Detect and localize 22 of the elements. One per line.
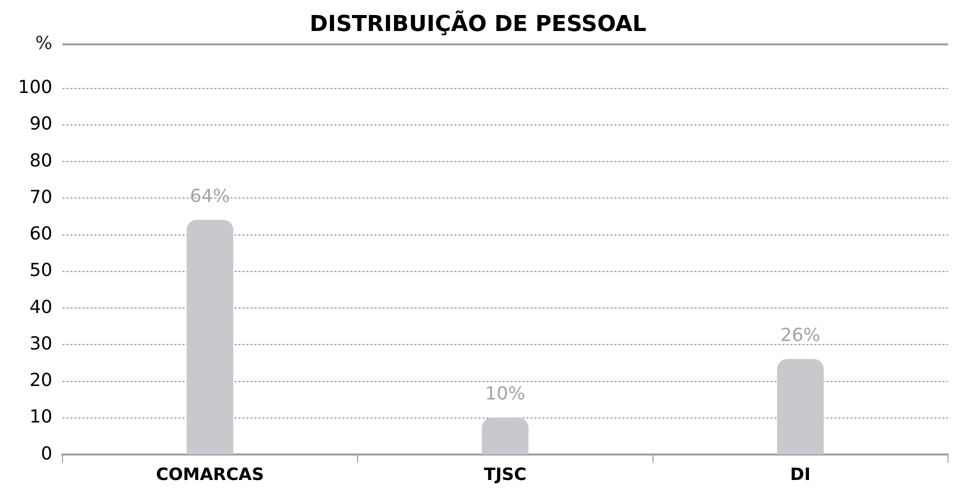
chart-title: DISTRIBUIÇÃO DE PESSOAL xyxy=(310,10,646,37)
y-tick-label: 90 xyxy=(29,114,52,135)
data-label: 10% xyxy=(485,384,526,405)
x-tick-label: TJSC xyxy=(484,465,527,486)
y-tick-label: 100 xyxy=(18,77,52,98)
y-tick-label: 70 xyxy=(29,186,52,208)
y-tick-label: 40 xyxy=(29,296,52,318)
bar xyxy=(186,220,234,454)
y-tick-label: 60 xyxy=(29,224,52,245)
data-label: 64% xyxy=(190,186,230,207)
bar xyxy=(482,418,529,454)
data-label: 26% xyxy=(780,325,820,346)
y-tick-label: 80 xyxy=(29,150,52,172)
bar xyxy=(777,359,824,454)
y-tick-label: 50 xyxy=(29,260,52,282)
x-tick-label: DI xyxy=(790,465,811,486)
y-tick-label: 10 xyxy=(29,406,52,428)
y-tick-label: 0 xyxy=(40,443,52,464)
y-tick-label: 20 xyxy=(29,370,52,392)
y-tick-label: 30 xyxy=(29,333,52,354)
y-axis-title: % xyxy=(35,33,52,54)
x-tick-label: COMARCAS xyxy=(156,465,264,486)
